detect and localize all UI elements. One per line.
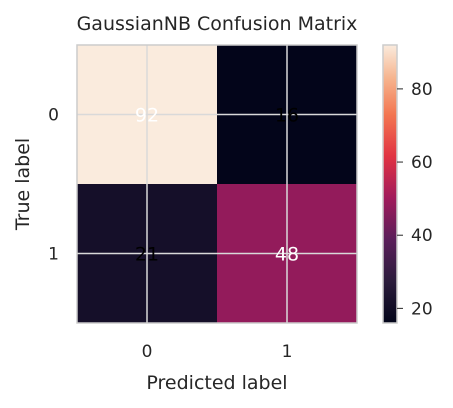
colorbar-ticks: 20 40 60 80 [397, 80, 433, 319]
colorbar-tick-label-3: 80 [411, 80, 433, 100]
cell-labels: 92 16 21 48 [135, 105, 299, 266]
cell-label-1-1: 48 [275, 244, 299, 266]
y-tick-labels: 01 [48, 106, 59, 265]
cell-label-0-0: 92 [135, 105, 159, 127]
colorbar-tick-label-1: 40 [411, 226, 433, 246]
colorbar-tick-label-0: 20 [411, 299, 433, 319]
plot-frame [76, 44, 358, 324]
heatmap-cells [77, 45, 357, 323]
cell-label-0-1: 16 [275, 105, 299, 127]
grid-lines [77, 45, 357, 323]
cell-label-1-0: 21 [135, 244, 159, 266]
x-tick-label-1: 1 [282, 342, 293, 362]
y-axis-label: True label [12, 138, 34, 231]
y-tick-label-1: 1 [48, 245, 59, 265]
chart-title: GaussianNB Confusion Matrix [77, 13, 358, 35]
colorbar [382, 44, 398, 324]
colorbar-tick-label-2: 60 [411, 153, 433, 173]
y-tick-label-0: 0 [48, 106, 59, 126]
x-tick-label-0: 0 [142, 342, 153, 362]
x-axis-label: Predicted label [146, 372, 287, 394]
